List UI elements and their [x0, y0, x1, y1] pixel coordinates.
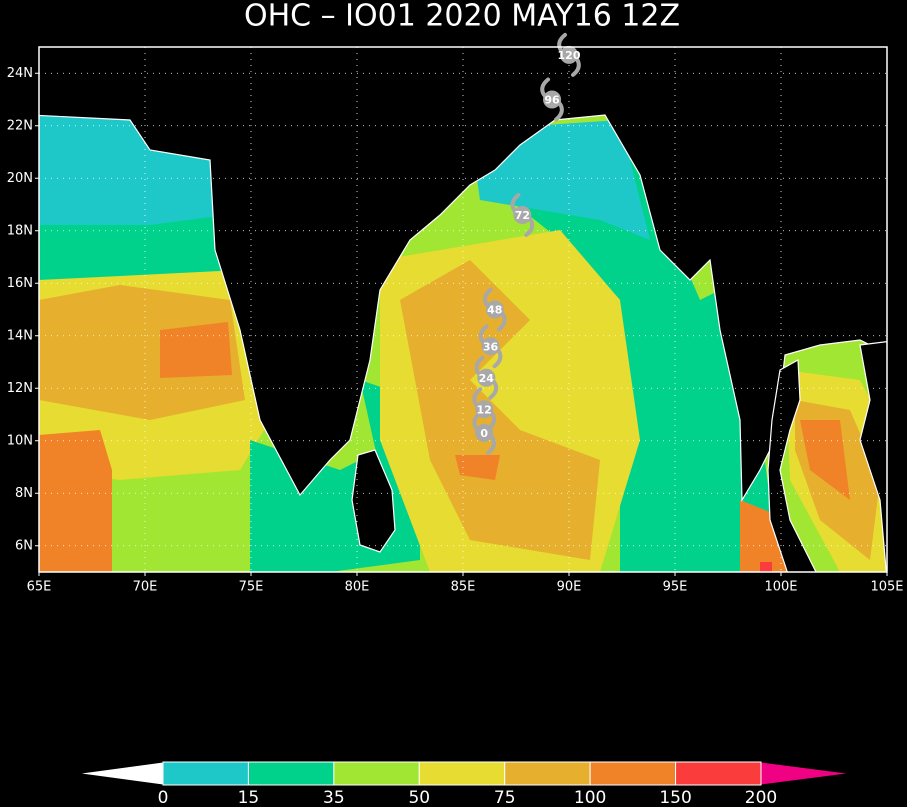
- storm-center: [475, 400, 494, 419]
- field: [39, 47, 887, 572]
- x-tick-label: 85E: [451, 580, 476, 595]
- forecast-hour: 36: [483, 340, 499, 353]
- y-tick-label: 12N: [7, 381, 33, 396]
- x-tick-label: 65E: [27, 580, 52, 595]
- grid: 65E 70E 75E 80E 85E 90E 95E 100E 105E 6N 8N 10N 12N 1…: [7, 47, 904, 595]
- field-region: [760, 562, 772, 572]
- title: OHC – IO01 2020 MAY16 12Z: [244, 0, 680, 34]
- y-tick-label: 8N: [15, 486, 33, 501]
- field-region: [800, 420, 850, 500]
- storm-center: [513, 206, 532, 224]
- sri-lanka: [351, 449, 396, 553]
- x-tick-label: 80E: [345, 580, 370, 595]
- field-region: [455, 455, 500, 480]
- storm-center: [477, 368, 496, 387]
- storm-center: [543, 90, 562, 109]
- x-tick-label: 75E: [239, 580, 264, 595]
- y-tick-label: 22N: [7, 118, 33, 133]
- y-tick-label: 14N: [7, 328, 33, 343]
- y-tick-label: 16N: [7, 276, 33, 291]
- colorbar-label: 200: [745, 788, 777, 807]
- colorbar-segment: [247, 761, 335, 786]
- colorbar-label: 150: [659, 788, 691, 807]
- field-region: [160, 322, 232, 378]
- colorbar-segment: [589, 761, 677, 786]
- y-tick-label: 6N: [15, 538, 33, 553]
- storm-center: [481, 337, 500, 356]
- land: [767, 359, 817, 572]
- forecast-hour: 72: [515, 209, 530, 222]
- y-tick-label: 10N: [7, 433, 33, 448]
- field-region: [39, 285, 245, 420]
- storm-center: [485, 300, 504, 319]
- colorbar: 0 15 35 50 75 100 150 200: [77, 761, 851, 807]
- colorbar-label: 50: [408, 788, 430, 807]
- forecast-hour: 0: [480, 427, 488, 440]
- forecast-hour: 48: [487, 304, 502, 317]
- x-tick-label: 100E: [764, 580, 797, 595]
- colorbar-label: 0: [158, 788, 169, 807]
- colorbar-label: 35: [323, 788, 345, 807]
- forecast-hour: 96: [544, 94, 560, 107]
- colorbar-segment: [333, 761, 420, 786]
- x-tick-label: 95E: [663, 580, 688, 595]
- storm-center: [560, 45, 578, 64]
- storm-track: 0 12 24 36 48 72 96 120: [472, 32, 581, 455]
- forecast-hour: 120: [558, 49, 581, 62]
- forecast-hour: 12: [477, 403, 492, 416]
- field-region: [400, 260, 600, 560]
- colorbar-segment: [675, 761, 762, 786]
- forecast-hour: 24: [479, 372, 495, 385]
- colorbar-segment: [418, 761, 506, 786]
- colorbar-label: 15: [238, 788, 260, 807]
- colorbar-segment: [162, 761, 249, 786]
- field-region: [39, 430, 112, 572]
- plot-frame: [38, 46, 888, 573]
- y-tick-label: 24N: [7, 66, 33, 81]
- colorbar-label: 75: [494, 788, 516, 807]
- colorbar-label: 100: [574, 788, 606, 807]
- colorbar-segment: [504, 761, 591, 786]
- x-tick-label: 105E: [870, 580, 903, 595]
- x-tick-label: 90E: [557, 580, 582, 595]
- x-tick-label: 70E: [133, 580, 158, 595]
- land: [859, 341, 887, 572]
- y-tick-label: 20N: [7, 171, 33, 186]
- y-tick-label: 18N: [7, 223, 33, 238]
